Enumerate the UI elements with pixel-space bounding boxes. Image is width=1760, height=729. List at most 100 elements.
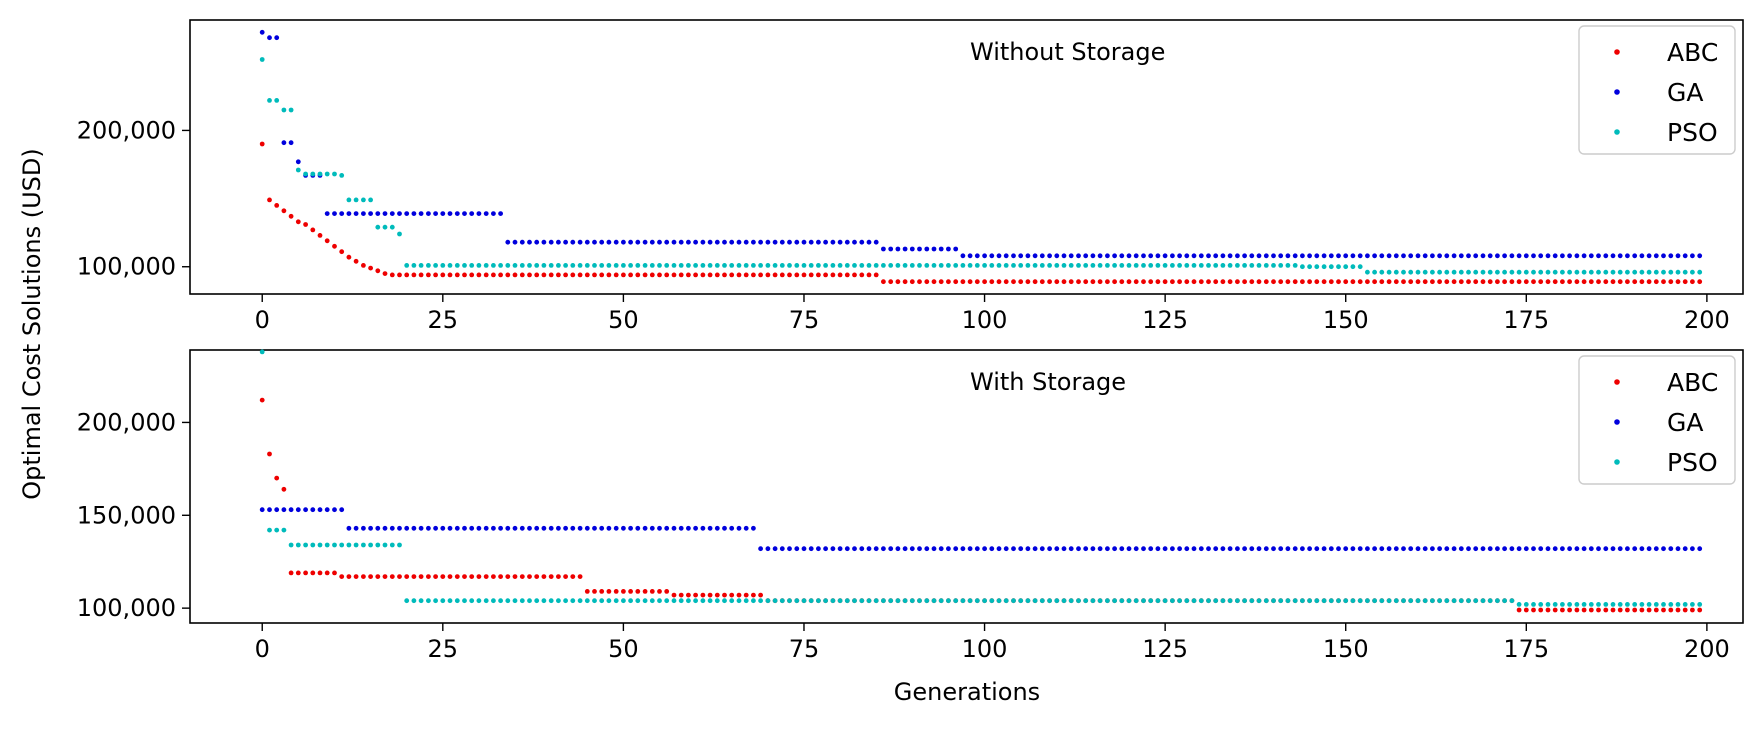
data-point-abc [1581,607,1587,613]
data-point-abc [1690,607,1695,613]
data-point-abc [548,574,554,579]
data-point-ga [353,525,359,531]
data-point-abc [1603,607,1609,613]
data-point-pso [1025,263,1031,268]
data-point-pso [1047,263,1052,268]
data-point-pso [736,598,742,604]
data-point-pso [447,263,453,268]
data-point-pso [382,542,388,548]
data-point-pso [1444,598,1450,604]
data-point-abc [1054,279,1060,285]
data-point-abc [722,272,727,278]
data-point-pso [498,598,503,604]
data-point-pso [1560,602,1565,607]
data-point-abc [621,589,626,594]
data-point-pso [1198,598,1204,604]
data-point-ga [512,239,518,245]
data-point-ga [736,525,742,531]
data-point-abc [606,589,612,594]
data-point-pso [823,598,828,604]
data-point-pso [592,598,597,604]
data-point-ga [787,546,792,552]
data-point-ga [917,546,922,552]
data-point-pso [476,598,482,604]
data-point-ga [1531,546,1536,552]
x-tick-label: 75 [789,635,820,663]
data-point-pso [794,598,800,604]
data-point-pso [1328,598,1334,604]
data-point-abc [931,279,937,285]
data-point-pso [924,598,930,604]
data-point-pso [859,263,865,268]
data-point-pso [1682,602,1688,607]
data-point-pso [982,598,987,604]
data-point-pso [1249,598,1255,604]
data-point-ga [1328,546,1334,552]
data-point-ga [1538,253,1544,259]
data-point-ga [707,525,713,531]
data-point-ga [1025,253,1031,259]
x-tick-label: 125 [1142,635,1188,663]
legend-marker-ga [1614,89,1620,95]
data-point-ga [1126,546,1132,552]
legend-label-ga: GA [1667,78,1703,107]
data-point-ga [1206,253,1211,259]
data-point-pso [259,349,265,355]
data-point-pso [368,542,373,548]
data-point-pso [1170,263,1175,268]
data-point-abc [599,589,605,594]
data-point-pso [548,263,554,268]
data-point-pso [310,542,316,548]
data-point-pso [1422,598,1428,604]
data-point-ga [621,239,626,245]
data-point-pso [765,263,771,268]
data-point-abc [1567,279,1572,285]
data-point-pso [1487,598,1493,604]
data-point-ga [946,246,951,252]
data-point-ga [873,546,879,552]
data-point-ga [1047,546,1052,552]
data-point-ga [505,239,511,245]
data-point-pso [1003,598,1009,604]
data-point-pso [1545,602,1551,607]
data-point-pso [483,263,489,268]
data-point-abc [946,279,951,285]
data-point-ga [534,525,540,531]
legend-marker-pso [1614,459,1620,465]
data-point-ga [339,507,345,513]
data-point-abc [1408,279,1414,285]
data-point-ga [1105,253,1110,259]
data-point-pso [418,598,424,604]
data-point-pso [433,598,438,604]
data-point-ga [808,546,814,552]
data-point-pso [1271,598,1276,604]
data-point-abc [1560,279,1565,285]
data-point-abc [592,272,597,278]
data-point-pso [411,263,417,268]
data-point-pso [938,598,944,604]
data-point-abc [1668,279,1674,285]
data-point-pso [1126,263,1132,268]
data-point-pso [902,263,908,268]
data-point-ga [1682,546,1688,552]
data-point-ga [1379,546,1385,552]
data-point-ga [628,525,633,531]
data-point-abc [418,574,424,579]
data-point-abc [1271,279,1276,285]
data-point-pso [917,598,922,604]
x-tick-label: 150 [1323,635,1369,663]
data-point-ga [982,546,987,552]
data-point-pso [1227,263,1233,268]
data-point-abc [556,574,561,579]
data-point-ga [1574,546,1580,552]
data-point-pso [1112,598,1117,604]
data-point-ga [1588,546,1594,552]
data-point-pso [989,263,995,268]
data-point-ga [1393,253,1399,259]
data-point-pso [1625,269,1630,275]
data-point-pso [375,224,381,230]
data-point-abc [628,589,633,594]
data-point-ga [1314,546,1320,552]
data-point-pso [1314,264,1320,270]
